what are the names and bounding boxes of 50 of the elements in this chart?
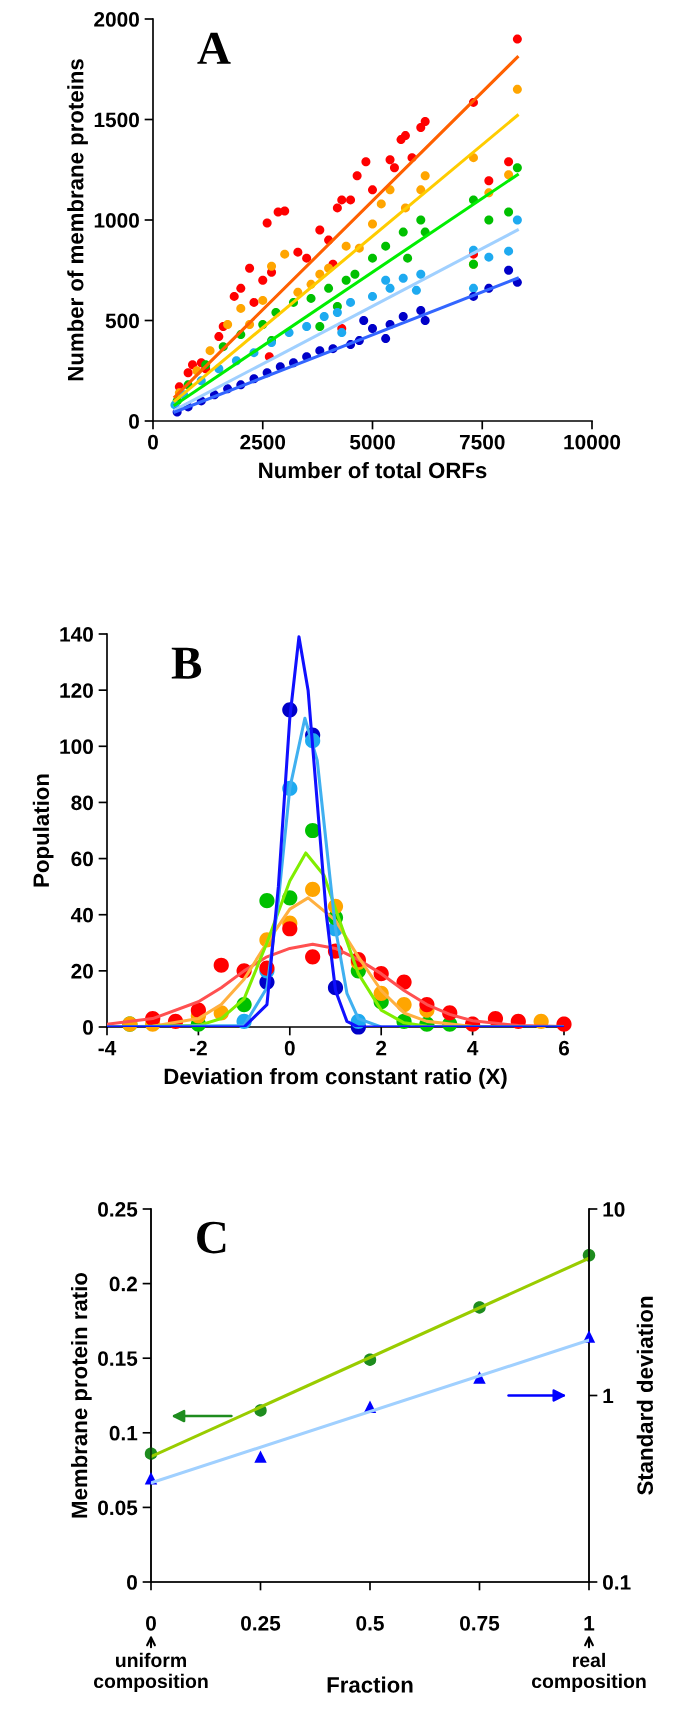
x-tick-label: 0 (148, 434, 158, 450)
y-tick-label: 80 (71, 795, 93, 811)
chart-title: B (171, 647, 202, 679)
y-tick-label: 120 (60, 683, 93, 698)
y-tick-label: 100 (60, 739, 93, 755)
x-tick-label: 6 (558, 1040, 570, 1056)
x-tick-label: -4 (98, 1040, 117, 1056)
y-tick-label: 40 (70, 907, 93, 923)
x-tick-label: 0.5 (356, 1615, 384, 1631)
x-tick-label: 7500 (459, 434, 505, 450)
y2-axis-title: Standard deviation (636, 1296, 654, 1495)
y-tick-label: 0 (83, 1020, 93, 1035)
x-tick-label: -2 (189, 1040, 207, 1056)
y-tick-label: 0.15 (98, 1351, 138, 1366)
y-tick-label: 0 (127, 1575, 137, 1590)
x-tick-label: 0 (284, 1040, 295, 1056)
x-tick-label: 10000 (564, 434, 621, 450)
chart-title: C (197, 1221, 226, 1254)
y-tick-label: 1000 (94, 213, 139, 228)
y-tick-label: 1500 (94, 112, 139, 128)
x-tick-label: 4 (467, 1040, 479, 1056)
y2-tick-label: 10 (603, 1202, 625, 1217)
x-tick-label: 1 (584, 1616, 595, 1631)
y-tick-label: 0.1 (109, 1425, 138, 1441)
y-tick-label: 140 (60, 627, 93, 642)
y-tick-label: 0.25 (98, 1202, 138, 1217)
x-tick-label: 0.25 (241, 1615, 281, 1631)
x-tick-label: 0.75 (460, 1615, 500, 1631)
y2-tick-label: 0.1 (603, 1575, 631, 1590)
chart-title: A (197, 32, 231, 64)
y2-tick-label: 1 (603, 1388, 614, 1404)
y-tick-label: 500 (105, 313, 139, 329)
text: real composition (531, 1652, 646, 1692)
y-tick-label: 0.05 (98, 1500, 138, 1516)
y-axis-title: Number of membrane proteins (67, 59, 88, 381)
x-tick-label: 0 (146, 1615, 156, 1631)
y-tick-label: 0.2 (109, 1276, 137, 1292)
y-axis-title: Membrane protein ratio (70, 1272, 92, 1518)
x-axis-title: Number of total ORFs (259, 461, 487, 479)
x-tick-label: 2500 (240, 434, 286, 450)
text: uniform composition (93, 1652, 208, 1692)
y-axis-title: Population (32, 774, 54, 887)
x-axis-title: Deviation from constant ratio (X) (164, 1067, 507, 1089)
y-tick-label: 0 (129, 414, 139, 429)
y-tick-label: 60 (71, 851, 93, 867)
y-tick-label: 2000 (94, 12, 139, 27)
x-tick-label: 5000 (349, 434, 395, 450)
y-tick-label: 20 (71, 963, 93, 979)
x-tick-label: 2 (376, 1040, 387, 1056)
x-axis-title: Fraction (327, 1676, 413, 1693)
